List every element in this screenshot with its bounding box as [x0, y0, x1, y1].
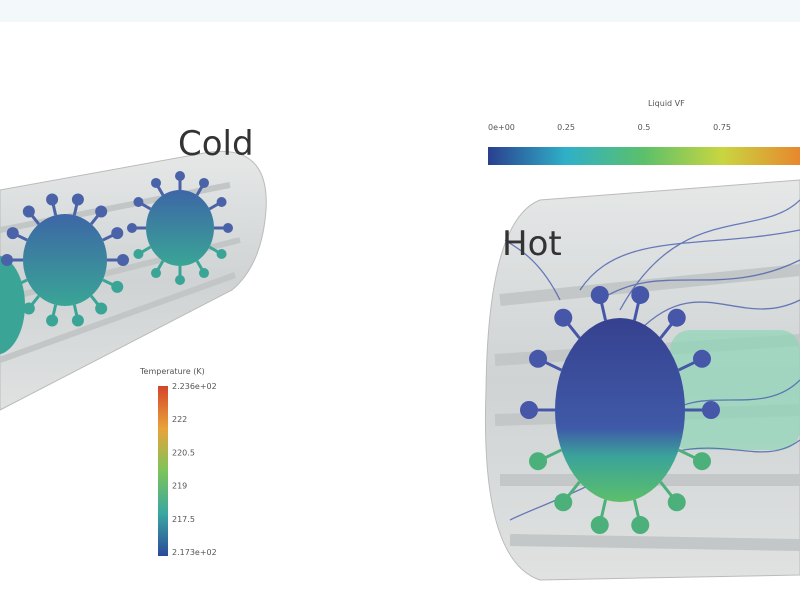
hot-panel: Hot Liquid VF 0e+00 0.25 0.5 0.75: [484, 99, 800, 581]
spike-head: [71, 314, 84, 327]
colorbar-title: Temperature (K): [139, 367, 205, 376]
spike-head: [151, 177, 161, 188]
spike-head: [529, 349, 548, 368]
spike-head: [554, 308, 573, 327]
spike-head: [151, 268, 161, 279]
droplet-region: [670, 330, 800, 450]
spike-head: [46, 314, 59, 327]
top-strip: [0, 0, 800, 22]
colorbar: [488, 147, 800, 165]
spike-head: [554, 493, 573, 512]
virus: [0, 255, 25, 355]
colorbar-label: 219: [172, 482, 187, 491]
colorbar-label: 0.5: [638, 123, 651, 132]
colorbar-label: 0e+00: [488, 123, 515, 132]
colorbar-label: 222: [172, 415, 187, 424]
colorbar: [158, 386, 168, 556]
colorbar-label: 2.236e+02: [172, 382, 217, 391]
spike-head: [175, 275, 185, 285]
spike-head: [127, 223, 137, 233]
spike-head: [6, 280, 19, 293]
spike-head: [22, 302, 35, 315]
colorbar-label: 220.5: [172, 448, 195, 457]
spike-head: [692, 452, 711, 471]
virus: [555, 318, 685, 502]
spike-head: [133, 197, 144, 207]
spike-head: [702, 401, 720, 419]
spike-head: [667, 493, 686, 512]
spike-head: [199, 268, 209, 279]
spike-head: [520, 401, 538, 419]
spike-head: [223, 223, 233, 233]
spike-head: [216, 197, 227, 207]
spike-head: [111, 227, 124, 240]
spike-head: [133, 249, 144, 259]
spike-head: [6, 227, 19, 240]
spike-head: [117, 254, 129, 266]
colorbar-title: Liquid VF: [648, 99, 685, 108]
spike-head: [529, 452, 548, 471]
spike-head: [216, 249, 227, 259]
spike-head: [111, 280, 124, 293]
spike-head: [95, 205, 108, 218]
cold-panel: Cold Temperature (K) 2.236e+02 222 220.5 21…: [0, 124, 267, 557]
colorbar-label: 217.5: [172, 515, 195, 524]
spike-head: [590, 516, 609, 535]
panel-label: Cold: [178, 124, 254, 164]
virus: [23, 214, 107, 306]
spike-head: [1, 254, 13, 266]
spike-head: [22, 205, 35, 218]
spike-head: [631, 516, 650, 535]
colorbar-label: 2.173e+02: [172, 548, 217, 557]
spike-head: [175, 171, 185, 181]
panel-label: Hot: [502, 224, 562, 264]
spike-head: [95, 302, 108, 315]
spike-head: [667, 308, 686, 327]
spike-head: [46, 193, 59, 206]
spike-head: [199, 177, 209, 188]
spike-head: [71, 193, 84, 206]
virus: [146, 190, 214, 266]
spike-head: [631, 285, 650, 304]
colorbar-label: 0.75: [713, 123, 731, 132]
viruses: [0, 171, 233, 355]
viruses: [520, 285, 720, 535]
spike-head: [590, 285, 609, 304]
spike-head: [692, 349, 711, 368]
colorbar-label: 0.25: [557, 123, 575, 132]
